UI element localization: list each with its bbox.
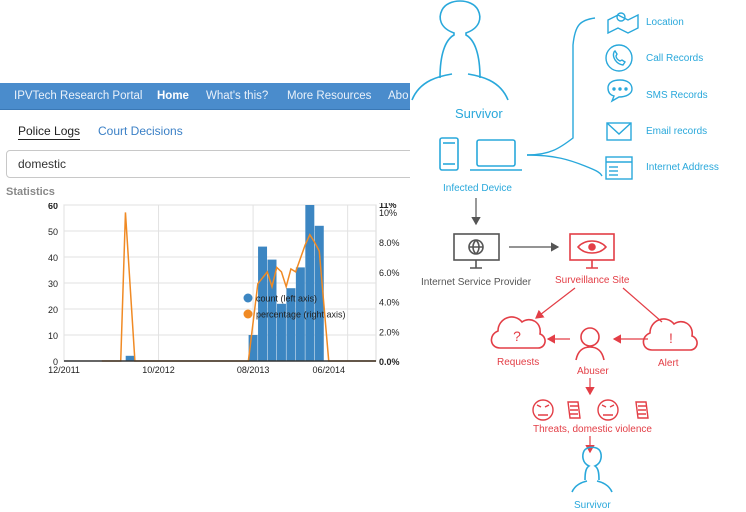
data-item-call-records: Call Records <box>646 53 704 64</box>
nav-about[interactable]: Abo <box>388 90 409 102</box>
angry-face-icon <box>532 399 554 421</box>
count-bar <box>248 335 258 361</box>
legend-label: percentage (right axis) <box>256 310 346 320</box>
count-bar <box>267 259 277 361</box>
y-left-tick-label: 60 <box>48 203 58 211</box>
brand-link[interactable]: IPVTech Research Portal <box>14 90 143 102</box>
fist-icon <box>567 401 581 419</box>
statistics-chart: 60 50 40 30 20 10 0 11%10% 8.0% 6.0% 4.0% 2.0% 0.0% 1… <box>48 203 400 375</box>
legend-swatch <box>243 309 253 319</box>
threats-label: Threats, domestic violence <box>533 424 652 435</box>
question-mark-icon: ? <box>513 328 521 344</box>
y-right-tick-label: 4.0% <box>379 298 400 308</box>
count-bar <box>258 246 268 361</box>
data-item-sms-records: SMS Records <box>646 90 708 101</box>
y-right-tick-label: 0.0% <box>379 357 400 367</box>
research-portal-screenshot: IPVTech Research Portal Home What's this… <box>0 83 410 412</box>
y-left-tick-label: 40 <box>48 253 58 263</box>
nav-home[interactable]: Home <box>157 90 189 102</box>
count-bar <box>305 205 315 361</box>
y-left-tick-label: 50 <box>48 227 58 237</box>
abuser-label: Abuser <box>577 366 609 377</box>
count-bar <box>295 267 305 361</box>
laptop-icon <box>470 139 522 171</box>
exclamation-icon: ! <box>669 330 673 346</box>
search-input[interactable] <box>6 150 410 178</box>
y-right-tick-label: 6.0% <box>379 268 400 278</box>
y-left-tick-label: 30 <box>48 279 58 289</box>
surveillance-site-label: Surveillance Site <box>555 275 630 286</box>
requests-label: Requests <box>497 357 540 368</box>
navbar: IPVTech Research Portal Home What's this… <box>0 83 410 110</box>
diagram-graphics: ? ! <box>411 0 698 493</box>
browser-icon <box>605 156 633 180</box>
y-right-tick-label: 10% <box>379 208 397 218</box>
data-item-email-records: Email records <box>646 126 708 137</box>
survivor-bottom-label: Survivor <box>574 500 611 511</box>
survivor-figure-icon <box>411 0 509 101</box>
y-right-tick-label: 11% <box>379 203 397 210</box>
chart-bars <box>125 205 324 361</box>
line-site-to-alert <box>622 287 663 323</box>
x-tick-label: 10/2012 <box>142 365 175 375</box>
y-left-tick-label: 0 <box>53 357 58 367</box>
data-item-internet-address: Internet Address <box>646 162 719 173</box>
tab-court-decisions[interactable]: Court Decisions <box>98 124 183 138</box>
phone-icon <box>439 137 459 171</box>
section-title: Statistics <box>6 186 55 198</box>
legend-label: count (left axis) <box>256 294 317 304</box>
count-bar <box>286 288 296 361</box>
alert-label: Alert <box>658 358 679 369</box>
data-item-location: Location <box>646 17 684 28</box>
survivor-top-label: Survivor <box>455 106 503 121</box>
chart-grid <box>63 204 377 362</box>
isp-monitor-icon <box>453 233 500 269</box>
location-icon <box>607 12 639 35</box>
isp-label: Internet Service Provider <box>421 277 532 288</box>
abuser-figure-icon <box>575 327 605 361</box>
nav-whats-this[interactable]: What's this? <box>206 90 269 102</box>
count-bar <box>314 225 324 361</box>
count-bar <box>125 355 135 361</box>
x-tick-label: 06/2014 <box>312 365 345 375</box>
legend-swatch <box>243 293 253 303</box>
arrow-site-to-requests <box>535 287 576 319</box>
email-icon <box>606 122 632 141</box>
y-right-tick-label: 2.0% <box>379 327 400 337</box>
chart-legend: count (left axis) percentage (right axis) <box>243 293 346 320</box>
chart-axes: 60 50 40 30 20 10 0 11%10% 8.0% 6.0% 4.0% 2.0% 0.0% 1… <box>48 203 400 375</box>
y-left-tick-label: 10 <box>48 331 58 341</box>
sms-icon <box>607 79 633 103</box>
survivor-small-icon <box>571 446 613 493</box>
y-left-tick-label: 20 <box>48 305 58 315</box>
angry-face-icon <box>597 399 619 421</box>
count-bar <box>276 303 286 361</box>
request-cloud-icon <box>490 316 546 349</box>
data-connector <box>526 17 603 177</box>
nav-more-resources[interactable]: More Resources <box>287 90 372 102</box>
fist-icon <box>635 401 649 419</box>
x-tick-label: 12/2011 <box>48 365 80 375</box>
tab-police-logs[interactable]: Police Logs <box>18 124 81 140</box>
infected-device-label: Infected Device <box>443 183 512 194</box>
x-tick-label: 08/2013 <box>237 365 270 375</box>
y-right-tick-label: 8.0% <box>379 238 400 248</box>
surveillance-diagram: ? ! <box>410 0 746 512</box>
surveillance-monitor-icon <box>569 233 615 269</box>
alert-cloud-icon <box>642 318 698 351</box>
phone-call-icon <box>605 44 633 72</box>
